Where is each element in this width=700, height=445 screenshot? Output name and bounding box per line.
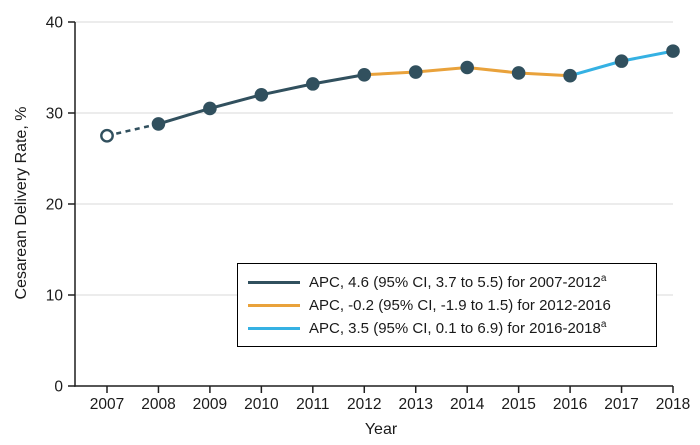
legend-item: APC, 3.5 (95% CI, 0.1 to 6.9) for 2016-2… [248,317,646,339]
x-tick-label: 2018 [656,396,690,413]
x-tick-label: 2016 [553,396,587,413]
trend-line-pre-survey-dashed [106,122,159,137]
data-point-open-2007 [100,128,114,143]
legend-item: APC, 4.6 (95% CI, 3.7 to 5.5) for 2007-2… [248,271,646,293]
x-tick-label: 2011 [296,396,329,413]
x-tick-label: 2013 [398,396,432,413]
data-point-2009 [203,101,217,116]
y-tick-label: 0 [54,379,63,396]
legend-line-swatch [248,326,300,330]
x-axis-title: Year [364,421,398,438]
x-tick-label: 2014 [450,396,485,413]
data-point-2015 [511,66,526,80]
x-tick-label: 2008 [141,396,175,413]
data-point-2013 [408,65,423,79]
data-point-2011 [306,77,320,91]
chart-legend: APC, 4.6 (95% CI, 3.7 to 5.5) for 2007-2… [237,263,657,347]
legend-item: APC, -0.2 (95% CI, -1.9 to 1.5) for 2012… [248,294,646,316]
y-tick-label: 40 [46,15,64,32]
legend-label: APC, -0.2 (95% CI, -1.9 to 1.5) for 2012… [309,296,611,314]
x-tick-label: 2007 [90,396,124,413]
x-tick-label: 2017 [604,396,638,413]
x-tick-label: 2009 [193,396,227,413]
x-tick-label: 2015 [501,396,535,413]
data-point-2014 [460,60,474,75]
data-point-2017 [614,54,629,68]
legend-label: APC, 4.6 (95% CI, 3.7 to 5.5) for 2007-2… [309,272,607,291]
y-tick-label: 30 [46,106,64,123]
data-point-2018 [666,44,680,58]
legend-line-swatch [248,280,300,284]
x-tick-label: 2010 [244,396,279,413]
y-tick-label: 10 [46,288,64,305]
legend-superscript: a [600,318,607,330]
legend-line-swatch [248,303,300,307]
x-tick-label: 2012 [347,396,381,413]
data-point-2010 [254,88,269,102]
y-axis-title: Cesarean Delivery Rate, % [13,106,30,300]
data-point-2008 [151,117,166,131]
legend-label: APC, 3.5 (95% CI, 0.1 to 6.9) for 2016-2… [309,318,607,337]
data-point-2012 [357,67,372,82]
legend-superscript: a [600,272,607,284]
y-tick-label: 20 [46,197,64,214]
data-point-2016 [563,68,577,83]
